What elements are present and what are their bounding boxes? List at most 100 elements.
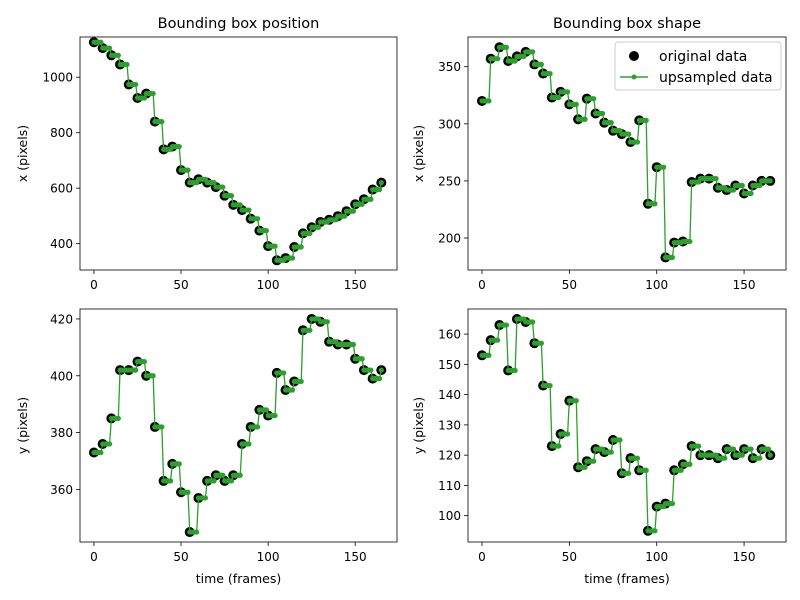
upsampled-data-point xyxy=(652,201,658,207)
upsampled-data-point xyxy=(98,449,104,456)
upsampled-data-point xyxy=(573,398,579,404)
upsampled-data-point xyxy=(237,472,243,478)
x-tick-label: 50 xyxy=(173,278,188,292)
upsampled-data-point xyxy=(368,196,374,202)
upsampled-data-point xyxy=(556,94,562,101)
upsampled-data-point xyxy=(582,464,588,470)
upsampled-data-point xyxy=(669,254,676,261)
y-tick-label: 360 xyxy=(50,483,73,497)
upsampled-data-point xyxy=(133,367,139,373)
upsampled-data-point xyxy=(220,184,226,190)
y-axis-label: x (pixels) xyxy=(411,125,426,182)
upsampled-data-point xyxy=(376,376,383,382)
upsampled-data-point xyxy=(599,110,606,117)
upsampled-data-point xyxy=(617,437,623,443)
upsampled-data-point xyxy=(316,224,322,230)
upsampled-data-point xyxy=(739,182,745,189)
upsampled-data-point xyxy=(582,116,588,122)
upsampled-data-point xyxy=(591,96,597,102)
upsampled-data-point xyxy=(521,53,527,60)
upsampled-data-point xyxy=(652,528,658,534)
upsampled-data-point xyxy=(713,176,719,182)
x-tick-label: 100 xyxy=(645,278,668,292)
y-tick-label: 300 xyxy=(438,117,461,131)
x-tick-label: 50 xyxy=(562,278,577,292)
upsampled-data-point xyxy=(530,49,536,55)
upsampled-data-point xyxy=(359,356,365,362)
subplot-2: 0 50 100 150 200 250 300 350 Bounding box shape x… xyxy=(411,16,787,292)
upsampled-data-point xyxy=(378,180,384,186)
axes-frame xyxy=(79,36,398,271)
plot-area xyxy=(476,42,776,263)
upsampled-data-point xyxy=(503,44,510,50)
upsampled-data-point xyxy=(661,164,667,170)
y-tick-label: 120 xyxy=(438,449,461,463)
legend-frame xyxy=(614,41,782,91)
y-tick-label: 600 xyxy=(50,182,73,196)
subplot-1: 0 50 100 150 400 600 800 1000 Bounding box posit… xyxy=(15,16,398,292)
upsampled-data-point xyxy=(350,208,357,214)
x-tick-label: 100 xyxy=(257,550,280,564)
upsampled-data-point xyxy=(530,319,536,325)
x-tick-label: 150 xyxy=(344,550,367,564)
upsampled-data-point xyxy=(255,424,261,430)
upsampled-data-point xyxy=(687,461,693,467)
upsampled-data-point xyxy=(722,455,728,461)
upsampled-data-point xyxy=(185,167,191,173)
x-axis-label: time (frames) xyxy=(584,571,670,586)
upsampled-data-point xyxy=(307,327,313,333)
upsampled-data-point xyxy=(289,255,296,261)
legend-original-label: original data xyxy=(659,49,747,65)
upsampled-data-point xyxy=(107,45,113,51)
upsampled-data-point xyxy=(748,446,754,452)
axes-frame xyxy=(467,308,787,543)
upsampled-data-point xyxy=(608,449,614,455)
upsampled-data-point xyxy=(767,178,773,184)
upsampled-data-point xyxy=(564,431,571,437)
upsampled-data-point xyxy=(342,213,348,219)
y-tick-label: 150 xyxy=(438,358,461,372)
upsampled-data-point xyxy=(765,446,772,452)
upsampled-data-point xyxy=(564,89,571,95)
upsampled-data-point xyxy=(486,352,492,358)
upsampled-data-point xyxy=(176,461,182,467)
y-axis-label: y (pixels) xyxy=(15,397,30,454)
upsampled-data-point xyxy=(141,358,148,365)
upsampled-data-point xyxy=(634,139,641,145)
upsampled-data-point xyxy=(503,322,510,328)
upsampled-data-point xyxy=(730,446,737,452)
upsampled-data-point xyxy=(730,187,737,193)
upsampled-data-point xyxy=(376,186,383,193)
upsampled-data-point xyxy=(124,61,130,68)
upsampled-data-point xyxy=(141,95,148,101)
upsampled-data-point xyxy=(237,202,243,208)
upsampled-data-point xyxy=(687,238,693,245)
upsampled-data-point xyxy=(167,478,174,484)
upsampled-data-point xyxy=(573,101,579,107)
upsampled-data-point xyxy=(263,407,269,413)
upsampled-data-point xyxy=(185,489,191,495)
x-tick-label: 50 xyxy=(562,550,577,564)
y-tick-label: 380 xyxy=(50,426,73,440)
upsampled-data-point xyxy=(643,467,649,473)
upsampled-data-point xyxy=(246,441,252,447)
legend-original-marker xyxy=(629,51,639,61)
upsampled-data-point xyxy=(696,443,702,449)
upsampled-data-point xyxy=(115,52,121,58)
upsampled-data-point xyxy=(739,452,745,458)
y-tick-label: 350 xyxy=(438,60,461,74)
upsampled-data-point xyxy=(307,230,313,236)
y-tick-label: 100 xyxy=(438,509,461,523)
upsampled-data-point xyxy=(608,120,614,126)
upsampled-data-point xyxy=(211,180,217,186)
upsampled-data-point xyxy=(547,382,553,389)
subplot-title: Bounding box position xyxy=(158,16,320,32)
upsampled-data-point xyxy=(263,228,269,234)
upsampled-data-point xyxy=(643,117,649,123)
x-tick-label: 0 xyxy=(478,278,486,292)
upsampled-data-point xyxy=(538,61,544,68)
upsampled-data-point xyxy=(538,340,544,346)
upsampled-data-point xyxy=(289,387,296,393)
plot-area xyxy=(88,37,387,266)
upsampled-data-point xyxy=(634,455,641,461)
